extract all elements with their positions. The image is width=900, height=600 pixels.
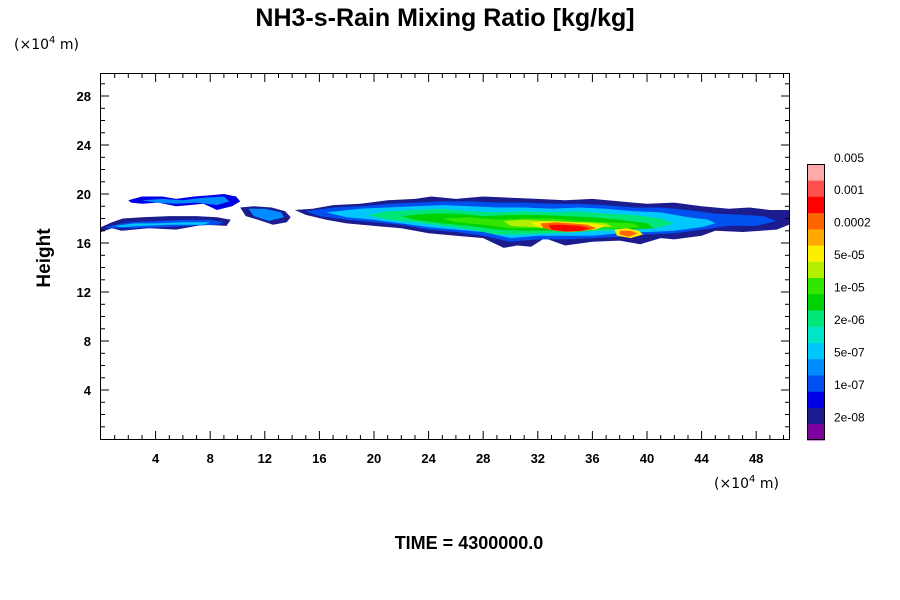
x-axis-unit-exponent: 4 [749,474,755,485]
colorbar-swatch [807,261,825,278]
colorbar-swatch [807,277,825,295]
y-tick-label: 8 [84,334,91,349]
x-tick-label: 48 [749,451,763,466]
colorbar-swatch [807,293,825,311]
colorbar-swatch [807,423,825,441]
colorbar-label: 2e-06 [834,313,865,327]
y-axis-unit-exponent: 4 [49,35,55,46]
y-tick-label: 16 [77,236,91,251]
colorbar-swatch [807,375,825,392]
colorbar-swatch [807,212,825,230]
colorbar-swatch [807,342,825,360]
x-axis-unit-prefix: (×10 [714,476,749,492]
colorbar-label: 1e-07 [834,378,865,392]
y-axis-label: Height [34,228,55,288]
x-tick-label: 40 [640,451,654,466]
colorbar-frame [807,164,825,440]
y-tick-label: 12 [77,285,91,300]
x-tick-label: 32 [531,451,545,466]
contour-region-6 [248,208,284,221]
x-tick-label: 44 [694,451,709,466]
y-axis: 4 8 12 16 20 24 28 [77,83,789,428]
x-tick-label: 24 [421,451,436,466]
y-tick-label: 28 [77,89,91,104]
y-axis-unit-suffix: m) [55,37,79,53]
chart-title: NH3-s-Rain Mixing Ratio [kg/kg] [255,4,634,32]
contour-region-16 [548,224,590,232]
colorbar-swatch [807,228,825,246]
time-label: TIME = 4300000.0 [395,533,544,553]
x-axis-unit: (×104 m) [714,474,779,492]
x-tick-label: 28 [476,451,490,466]
colorbar-label: 5e-07 [834,346,865,360]
plot-frame [100,73,790,440]
y-tick-label: 4 [84,383,92,398]
x-tick-label: 8 [207,451,214,466]
colorbar-label: 2e-08 [834,411,865,425]
contour-region-2 [114,222,211,228]
y-axis-unit: (×104 m) [14,35,79,53]
colorbar: 2e-08 1e-07 5e-07 2e-06 1e-05 5e-05 0.0002 0.00… [807,151,871,441]
contour-fill-layer [101,194,789,248]
colorbar-swatch [807,245,825,262]
x-tick-label: 16 [312,451,326,466]
x-axis-unit-suffix: m) [755,476,779,492]
x-tick-label: 4 [152,451,160,466]
colorbar-label: 5e-05 [834,248,865,262]
x-tick-label: 36 [585,451,599,466]
y-axis-unit-prefix: (×10 [14,37,49,53]
colorbar-swatch [807,180,825,197]
contour-region-4 [142,196,230,206]
colorbar-swatch [807,391,825,408]
x-tick-label: 20 [367,451,381,466]
colorbar-label: 0.005 [834,151,864,165]
colorbar-swatch [807,310,825,327]
x-tick-label: 12 [258,451,272,466]
y-tick-label: 24 [77,138,92,153]
colorbar-swatch [807,407,825,425]
colorbar-swatch [807,196,825,214]
x-axis: 4 8 12 16 20 24 28 32 36 40 44 48 [114,74,784,466]
colorbar-label: 0.001 [834,183,864,197]
colorbar-label: 0.0002 [834,216,871,230]
colorbar-swatch [807,326,825,343]
y-tick-label: 20 [77,187,91,202]
colorbar-swatch [807,358,825,376]
contour-region-18 [619,230,638,237]
colorbar-swatch [807,164,825,181]
colorbar-label: 1e-05 [834,281,865,295]
